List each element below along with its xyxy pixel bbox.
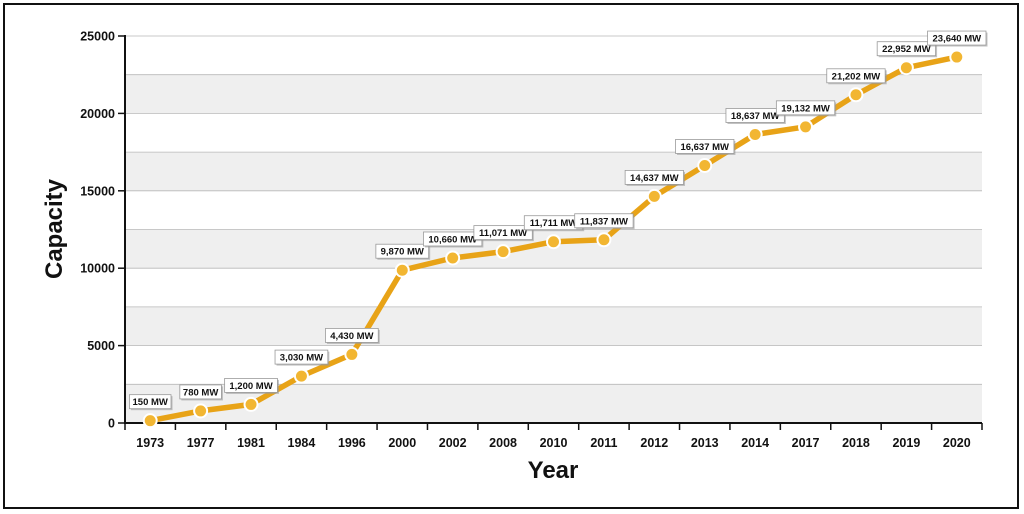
x-tick-label: 2013 [691, 436, 719, 450]
data-labels: 150 MW 780 MW 1,200 MW 3,030 MW 4,430 MW 9,87… [129, 30, 988, 411]
data-label: 9,870 MW [375, 243, 431, 260]
x-tick-label: 2012 [640, 436, 668, 450]
data-label: 4,430 MW [325, 328, 380, 344]
data-point [495, 244, 511, 260]
data-label-box [876, 41, 936, 57]
x-tick-label: 1996 [338, 436, 366, 450]
gridlines [125, 35, 982, 385]
data-label-text: 150 MW [133, 397, 168, 408]
data-label: 1,200 MW [224, 378, 279, 394]
data-label-box [325, 328, 379, 343]
grid-band [125, 306, 982, 346]
data-label-text: 780 MW [183, 387, 218, 398]
data-label: 14,637 MW [624, 170, 686, 186]
y-tick-label: 10000 [80, 262, 115, 276]
data-label-text: 19,132 MW [781, 103, 830, 114]
data-label-box [624, 170, 684, 185]
data-point [445, 250, 461, 266]
x-tick-label: 2011 [590, 436, 617, 450]
data-label-box [675, 139, 735, 154]
data-label-box [826, 68, 886, 84]
x-tick-label: 2018 [842, 436, 870, 450]
x-tick-label: 2010 [540, 436, 568, 450]
data-label-box [179, 384, 222, 400]
data-label-text: 14,637 MW [630, 173, 679, 184]
x-tick-label: 2019 [892, 436, 920, 450]
data-point [394, 262, 410, 278]
x-axis-title: Year [528, 457, 579, 484]
data-point [193, 403, 209, 419]
data-point [596, 232, 612, 248]
data-label-text: 11,071 MW [479, 228, 527, 239]
y-tick-label: 5000 [87, 339, 115, 353]
y-tick-label: 15000 [80, 184, 115, 198]
grid-bands [125, 74, 982, 423]
data-label-box [375, 243, 430, 259]
y-tick-label: 0 [108, 417, 115, 431]
data-point [848, 87, 864, 103]
data-label: 3,030 MW [274, 349, 330, 366]
y-tick-labels: 0 5000 10000 15000 20000 25000 [80, 30, 125, 431]
y-axis-title: Capacity [41, 178, 68, 279]
x-tick-label: 1981 [237, 436, 265, 450]
data-point [798, 119, 814, 135]
data-label: 11,711 MW [523, 215, 585, 232]
data-label-text: 23,640 MW [933, 34, 982, 45]
data-label-box [473, 225, 533, 241]
x-tick-label: 2014 [741, 436, 769, 450]
data-label-box [574, 213, 634, 229]
data-point [747, 126, 763, 142]
data-point [243, 396, 259, 412]
data-point [546, 234, 561, 250]
data-label-text: 16,637 MW [680, 142, 729, 153]
data-label-box [224, 378, 278, 393]
data-label-text: 11,837 MW [580, 216, 628, 227]
x-tick-label: 2008 [489, 436, 517, 450]
data-point [293, 368, 309, 384]
data-label: 10,660 MW [423, 231, 484, 248]
x-tick-label: 2020 [943, 436, 971, 450]
data-label: 19,132 MW [775, 100, 837, 117]
data-label-text: 1,200 MW [229, 381, 272, 392]
data-label-box [775, 100, 836, 116]
data-label: 23,640 MW [927, 30, 988, 47]
data-label-text: 22,952 MW [882, 44, 931, 55]
data-label-text: 9,870 MW [381, 247, 424, 258]
data-label-text: 18,637 MW [731, 111, 780, 122]
x-tick-label: 2000 [388, 436, 416, 450]
data-label-text: 3,030 MW [280, 353, 323, 364]
data-point [646, 188, 662, 204]
data-label-box [129, 394, 172, 410]
data-label: 780 MW [179, 384, 223, 401]
x-tick-label: 2002 [439, 436, 467, 450]
data-label-text: 10,660 MW [428, 234, 477, 245]
data-label-text: 21,202 MW [832, 71, 881, 82]
data-label: 16,637 MW [675, 139, 736, 155]
data-label: 22,952 MW [876, 41, 938, 58]
x-tick-labels: 1973 1977 1981 1984 1996 2000 2002 2008 2010 2011… [124, 423, 983, 450]
data-label: 11,071 MW [473, 225, 534, 242]
axes [124, 35, 982, 424]
data-label: 11,837 MW [574, 213, 635, 230]
y-tick-label: 25000 [80, 30, 115, 44]
data-label-text: 4,430 MW [330, 331, 373, 342]
data-label: 150 MW [129, 394, 173, 411]
data-point [949, 49, 965, 65]
data-label: 21,202 MW [826, 68, 887, 85]
y-tick-label: 20000 [80, 107, 115, 121]
data-point [697, 157, 713, 173]
x-tick-label: 1984 [288, 436, 316, 450]
grid-band [125, 152, 982, 191]
data-point [142, 413, 158, 429]
data-label-text: 11,711 MW [530, 218, 578, 229]
data-label-box [927, 30, 987, 46]
x-tick-label: 1977 [187, 436, 215, 450]
x-tick-label: 2017 [792, 436, 820, 450]
x-tick-label: 1973 [136, 436, 164, 450]
data-point [344, 346, 360, 362]
data-point [898, 60, 914, 76]
data-label: 18,637 MW [725, 108, 786, 124]
data-label-box [274, 349, 329, 365]
